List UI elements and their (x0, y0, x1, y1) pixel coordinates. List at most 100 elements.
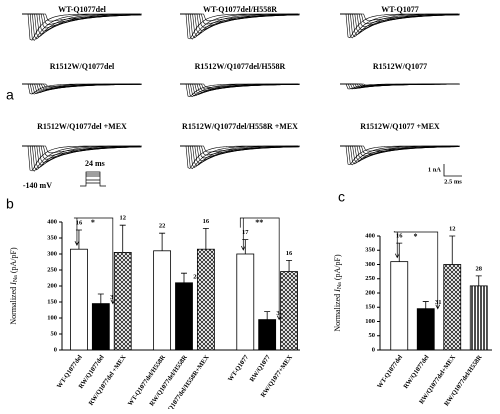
bar (443, 264, 462, 351)
y-tick-label: 100 (365, 318, 375, 325)
trace-label: R1512W/Q1077del (50, 62, 115, 71)
trace-label: R1512W/Q1077del +MEX (37, 122, 127, 131)
n-label: 16 (396, 233, 403, 240)
current-trace (22, 145, 141, 163)
x-tick-label: RW/Q1077 (249, 353, 273, 383)
current-trace (340, 145, 460, 152)
panel-letter: c (338, 189, 345, 205)
y-label-unit: (pA/pF) (333, 254, 342, 280)
n-label: 34 (276, 310, 283, 317)
error-bar (475, 275, 482, 286)
bar (70, 248, 88, 351)
bar (91, 303, 110, 351)
n-label: 28 (476, 265, 483, 272)
bar (258, 319, 277, 351)
current-trace (340, 145, 459, 161)
current-trace (180, 83, 300, 88)
x-tick-label: WT-Q1077del/H558R (127, 354, 167, 407)
y-tick-label: 0 (54, 346, 57, 353)
x-tick-label: WT-Q1077del (376, 354, 404, 390)
error-bar (264, 311, 271, 320)
current-trace (22, 145, 141, 166)
bar (196, 248, 215, 351)
bar (236, 253, 255, 351)
current-trace (22, 13, 142, 22)
bar (175, 282, 193, 351)
current-trace (340, 13, 459, 33)
x-tick-label: RW/Q1077del (402, 354, 430, 390)
current-trace (22, 83, 142, 87)
y-tick-label: 200 (47, 282, 57, 289)
y-label-text: Normalized (9, 287, 18, 325)
y-axis-label: Normalized INa (pA/pF) (9, 247, 20, 325)
y-tick-label: 50 (51, 330, 58, 337)
y-tick-label: 250 (47, 266, 57, 273)
y-tick-label: 100 (47, 314, 57, 321)
error-bar (449, 235, 456, 265)
x-tick-label: WT-Q1077 (227, 353, 251, 383)
bar (469, 285, 488, 351)
scale-time: 2.5 ms (444, 178, 462, 185)
significance-label: ** (255, 218, 263, 227)
scale-bar (443, 164, 462, 177)
trace-label: R1512W/Q1077del/H558R (195, 62, 286, 71)
protocol-time: 24 ms (85, 159, 105, 168)
y-tick-label: 350 (365, 247, 375, 254)
n-label: 16 (286, 250, 293, 257)
panel-letter: b (6, 196, 14, 212)
current-trace (180, 145, 299, 164)
current-trace (340, 13, 460, 30)
trace-label: WT-Q1077del/H558R (203, 5, 277, 14)
error-bar (181, 272, 187, 283)
protocol-voltage: -140 mV (23, 181, 52, 190)
current-trace (22, 13, 141, 35)
significance-label: * (414, 232, 418, 241)
current-trace (180, 145, 299, 162)
error-bar (159, 232, 166, 251)
current-trace (22, 13, 141, 32)
y-tick-label: 400 (47, 218, 57, 225)
n-label: 12 (449, 225, 456, 232)
bar (113, 251, 132, 351)
y-tick-label: 150 (365, 304, 375, 311)
bar (390, 261, 409, 351)
n-label: 28 (193, 273, 200, 280)
y-axis-label: Normalized INa (pA/pF) (333, 254, 344, 332)
significance-bracket (239, 217, 282, 321)
current-trace (180, 13, 299, 31)
current-trace (340, 83, 460, 86)
y-tick-label: 400 (365, 232, 375, 239)
error-bar (202, 228, 209, 250)
trace-label: R1512W/Q1077 (373, 62, 427, 71)
significance-bracket (73, 217, 116, 305)
error-bar (286, 260, 293, 272)
y-label-sub: Na (13, 275, 19, 282)
y-tick-label: 250 (365, 275, 375, 282)
trace-label: R1512W/Q1077del/H558R +MEX (182, 122, 298, 131)
current-trace (340, 13, 460, 21)
current-trace (22, 145, 142, 154)
significance-label: * (91, 218, 95, 227)
y-tick-label: 200 (365, 289, 375, 296)
significance-bracket (393, 231, 441, 310)
current-trace (180, 145, 300, 153)
trace-label: WT-Q1077 (381, 5, 419, 14)
y-tick-label: 150 (47, 298, 57, 305)
bar (416, 308, 435, 351)
y-tick-label: 350 (47, 234, 57, 241)
y-tick-label: 50 (369, 332, 376, 339)
y-label-text: Normalized (333, 294, 342, 332)
error-bar (422, 301, 429, 309)
n-label: 31 (435, 299, 442, 306)
error-bar (97, 293, 104, 304)
n-label: 16 (76, 219, 83, 226)
n-label: 22 (159, 223, 166, 230)
y-label-symbol: I (333, 289, 342, 293)
current-trace (180, 13, 299, 34)
error-bar (119, 224, 126, 253)
x-tick-label: RW/Q1077del/H558R (148, 354, 189, 408)
trace-label: R1512W/Q1077 +MEX (360, 122, 440, 131)
n-label: 16 (203, 218, 210, 225)
y-label-sub: Na (337, 282, 343, 289)
